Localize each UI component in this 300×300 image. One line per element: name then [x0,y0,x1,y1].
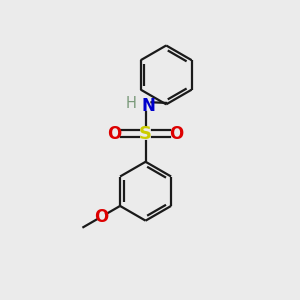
Text: O: O [169,125,184,143]
Text: O: O [94,208,109,226]
Text: O: O [107,125,122,143]
Text: H: H [126,96,137,111]
Text: S: S [139,125,152,143]
Text: N: N [141,97,155,115]
